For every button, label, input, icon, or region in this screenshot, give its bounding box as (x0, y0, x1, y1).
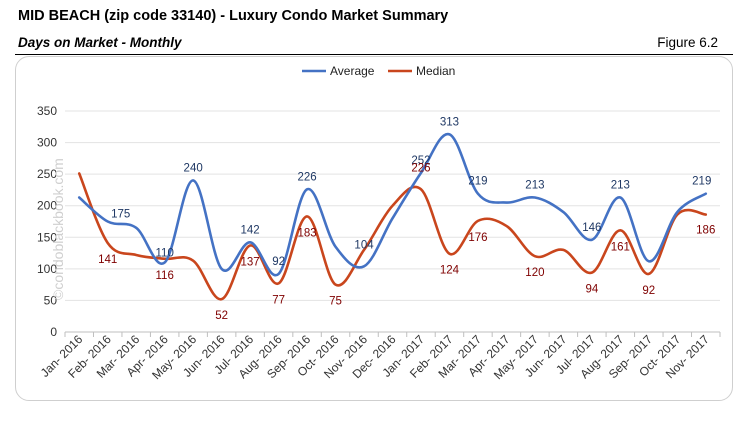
data-label-median: 161 (611, 241, 630, 253)
chart-title: MID BEACH (zip code 33140) - Luxury Cond… (18, 8, 449, 24)
data-label-average: 146 (582, 222, 601, 234)
data-label-median: 92 (642, 285, 655, 297)
data-label-median: 226 (411, 162, 430, 174)
data-label-median: 124 (440, 265, 460, 277)
data-label-median: 176 (468, 232, 487, 244)
data-label-median: 75 (329, 296, 342, 308)
data-label-average: 104 (354, 239, 374, 251)
y-tick-label: 350 (37, 104, 57, 118)
y-tick-label: 300 (37, 136, 57, 150)
y-tick-label: 100 (37, 262, 57, 276)
legend-label-average: Average (330, 64, 375, 78)
chart-card (15, 56, 733, 401)
y-tick-label: 150 (37, 230, 57, 244)
data-label-average: 213 (611, 180, 630, 192)
data-label-median: 183 (297, 227, 316, 239)
data-label-median: 52 (215, 310, 228, 322)
data-label-median: 94 (585, 284, 598, 296)
figure-label: Figure 6.2 (657, 35, 718, 50)
data-label-average: 213 (525, 180, 544, 192)
header-rule (15, 54, 733, 55)
y-tick-label: 250 (37, 167, 57, 181)
data-label-average: 175 (111, 209, 130, 221)
data-label-median: 77 (272, 294, 285, 306)
data-label-average: 313 (440, 116, 459, 128)
y-tick-label: 0 (50, 325, 57, 339)
data-label-median: 137 (241, 256, 260, 268)
y-tick-label: 200 (37, 199, 57, 213)
data-label-average: 252 (411, 155, 430, 167)
data-label-average: 110 (156, 248, 174, 260)
chart-subtitle: Days on Market - Monthly (18, 35, 182, 50)
data-label-average: 226 (297, 171, 316, 183)
legend-label-median: Median (416, 64, 455, 78)
series-line-average (77, 133, 708, 277)
data-label-median: 141 (98, 254, 117, 266)
data-label-average: 219 (692, 176, 711, 188)
data-label-average: 92 (272, 256, 285, 268)
data-label-average: 142 (241, 224, 260, 236)
data-label-average: 240 (184, 162, 203, 174)
data-label-median: 116 (156, 270, 174, 282)
y-tick-label: 50 (44, 293, 58, 307)
data-label-average: 219 (468, 176, 487, 188)
series-line-median (77, 172, 708, 301)
data-label-median: 120 (525, 267, 544, 279)
watermark: ©condoblackbook.com (50, 158, 66, 300)
data-label-median: 186 (696, 225, 715, 237)
